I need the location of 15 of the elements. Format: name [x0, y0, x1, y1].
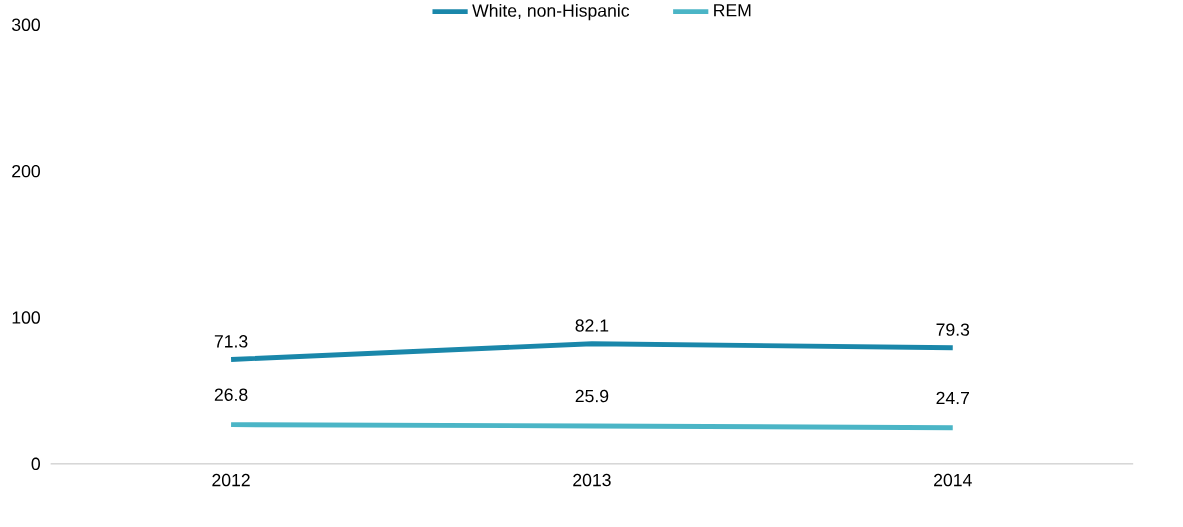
x-tick-label: 2014 [934, 473, 972, 487]
y-tick-label: 200 [12, 164, 40, 178]
x-tick-label: 2013 [573, 473, 611, 487]
data-label: 79.3 [936, 323, 970, 336]
y-tick-label: 0 [31, 457, 40, 471]
x-tick-label: 2012 [212, 473, 250, 487]
legend-label: REM [714, 4, 751, 17]
data-label: 25.9 [575, 389, 609, 403]
data-label: 82.1 [575, 319, 609, 332]
y-tick-label: 100 [12, 311, 40, 324]
y-tick-label: 300 [11, 18, 40, 32]
legend-label: White, non-Hispanic [472, 3, 630, 21]
data-label: 24.7 [936, 391, 970, 405]
data-label: 26.8 [214, 388, 248, 402]
data-label: 71.3 [214, 335, 248, 348]
